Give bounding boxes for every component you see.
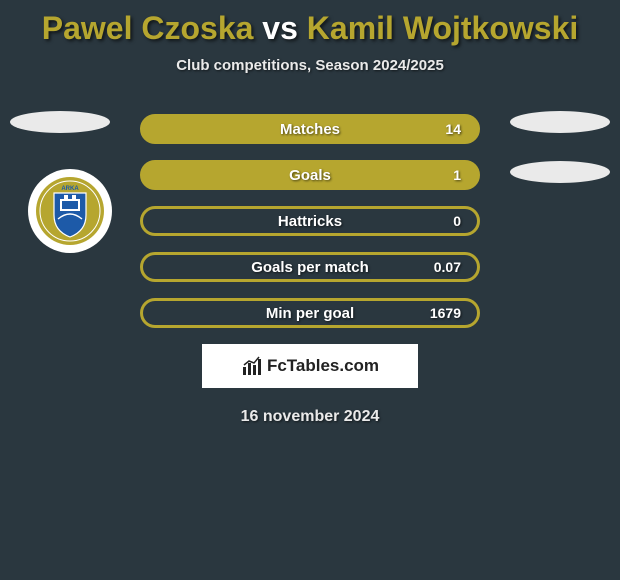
brand-box: FcTables.com [202, 344, 418, 388]
player1-name: Pawel Czoska [42, 10, 254, 46]
club-crest-icon: ARKA [34, 175, 106, 247]
stat-value: 0.07 [434, 259, 461, 275]
stat-value: 1679 [430, 305, 461, 321]
date-text: 16 november 2024 [0, 408, 620, 426]
subtitle: Club competitions, Season 2024/2025 [0, 57, 620, 74]
content-area: ARKA Matches 14 Goals 1 Hattricks 0 Goal… [0, 114, 620, 426]
chart-icon [241, 355, 263, 377]
comparison-title: Pawel Czoska vs Kamil Wojtkowski [0, 0, 620, 47]
brand-text: FcTables.com [267, 356, 379, 376]
stat-bar: Min per goal 1679 [140, 298, 480, 328]
right-placeholder-oval-1 [510, 111, 610, 133]
stat-bar: Goals 1 [140, 160, 480, 190]
player2-name: Kamil Wojtkowski [307, 10, 578, 46]
svg-text:ARKA: ARKA [61, 186, 79, 192]
stat-bar: Matches 14 [140, 114, 480, 144]
stat-bar: Hattricks 0 [140, 206, 480, 236]
stat-label: Goals per match [251, 259, 369, 276]
stat-value: 14 [445, 121, 461, 137]
right-placeholder-oval-2 [510, 161, 610, 183]
stat-value: 0 [453, 213, 461, 229]
stat-label: Goals [289, 167, 331, 184]
left-placeholder-oval [10, 111, 110, 133]
stat-value: 1 [453, 167, 461, 183]
stat-bars: Matches 14 Goals 1 Hattricks 0 Goals per… [140, 114, 480, 328]
brand-inner: FcTables.com [241, 355, 379, 377]
stat-label: Min per goal [266, 305, 354, 322]
vs-text: vs [262, 10, 298, 46]
club-badge: ARKA [28, 169, 112, 253]
stat-label: Hattricks [278, 213, 342, 230]
stat-label: Matches [280, 121, 340, 138]
stat-bar: Goals per match 0.07 [140, 252, 480, 282]
